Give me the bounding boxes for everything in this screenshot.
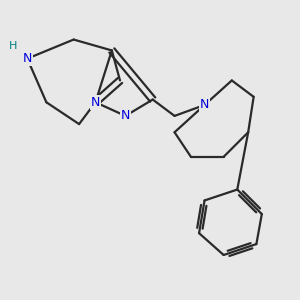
Text: N: N [121, 110, 130, 122]
Text: N: N [91, 96, 100, 109]
Text: H: H [9, 41, 17, 51]
Text: N: N [200, 98, 209, 112]
Text: N: N [22, 52, 32, 65]
